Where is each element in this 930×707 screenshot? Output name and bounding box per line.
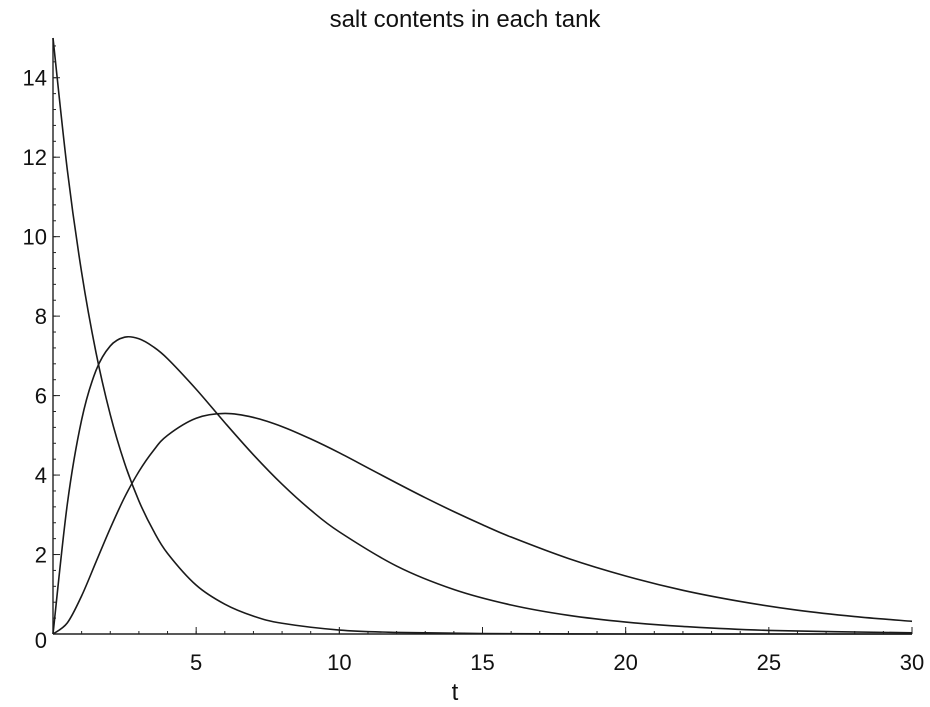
tick-labels: 0 2 4 6 8 10 12 14 5 10 15 20 25 30 (23, 66, 925, 675)
series-line-3 (52, 412, 913, 635)
x-tick-label: 20 (613, 650, 637, 675)
y-tick-label: 2 (35, 543, 47, 568)
x-tick-label: 25 (757, 650, 781, 675)
y-tick-label: 10 (23, 225, 47, 250)
chart-title: salt contents in each tank (329, 6, 601, 33)
axes (52, 38, 913, 635)
curves (52, 37, 913, 635)
x-axis-title: t (452, 679, 459, 706)
y-tick-label: 14 (23, 66, 47, 91)
y-tick-label: 8 (35, 304, 47, 329)
y-tick-label: 4 (35, 463, 47, 488)
y-tick-label: 12 (23, 145, 47, 170)
y-tick-label: 0 (35, 628, 47, 653)
x-tick-label: 30 (900, 650, 924, 675)
series-line-1 (52, 37, 912, 635)
x-tick-label: 5 (190, 650, 202, 675)
y-tick-label: 6 (35, 384, 47, 409)
series-line-2 (52, 335, 913, 635)
x-tick-label: 15 (470, 650, 494, 675)
x-tick-label: 10 (327, 650, 351, 675)
